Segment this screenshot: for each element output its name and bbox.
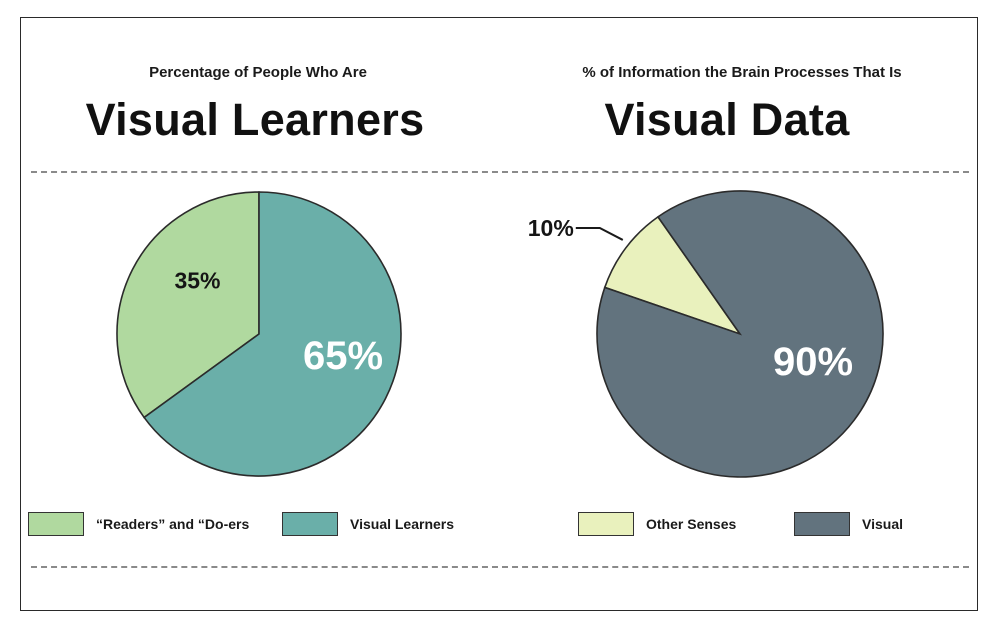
legend-label-readers-doers: “Readers” and “Do-ers: [96, 516, 250, 532]
legend-item-visual: Visual: [794, 512, 903, 536]
learners-pie-chart: 35% 65%: [116, 191, 402, 477]
chart-frame: Percentage of People Who Are Visual Lear…: [20, 17, 978, 611]
pie-slice-visual: [596, 190, 884, 478]
left-chart-title: Visual Learners: [85, 94, 425, 145]
legend-swatch-other-senses: [578, 512, 634, 536]
data-label-90: 90%: [773, 340, 853, 384]
visual-data-pie-chart: 10% 90%: [528, 190, 884, 478]
data-label-35: 35%: [174, 268, 220, 294]
top-dashed-divider: [31, 171, 969, 173]
legend-swatch-readers-doers: [28, 512, 84, 536]
pie-slice-readers-doers: [116, 191, 260, 419]
left-chart-subtitle: Percentage of People Who Are: [149, 64, 367, 81]
bottom-dashed-divider: [31, 566, 969, 568]
data-label-65: 65%: [303, 334, 383, 378]
legend-swatch-visual-learners: [282, 512, 338, 536]
pie-slice-visual-learners: [143, 191, 402, 477]
legend-item-other-senses: Other Senses: [578, 512, 736, 536]
leader-line-10: [575, 226, 624, 241]
legend-item-readers-doers: “Readers” and “Do-ers: [28, 512, 249, 536]
legend-item-visual-learners: Visual Learners: [282, 512, 454, 536]
legend-label-other-senses: Other Senses: [646, 516, 737, 532]
data-label-10: 10%: [528, 215, 574, 241]
pie-slice-other-senses: [603, 215, 743, 336]
legend-label-visual: Visual: [862, 516, 903, 532]
legend-label-visual-learners: Visual Learners: [350, 516, 455, 532]
right-chart-subtitle: % of Information the Brain Processes Tha…: [582, 64, 902, 81]
right-chart-title: Visual Data: [604, 94, 850, 145]
legend-swatch-visual: [794, 512, 850, 536]
